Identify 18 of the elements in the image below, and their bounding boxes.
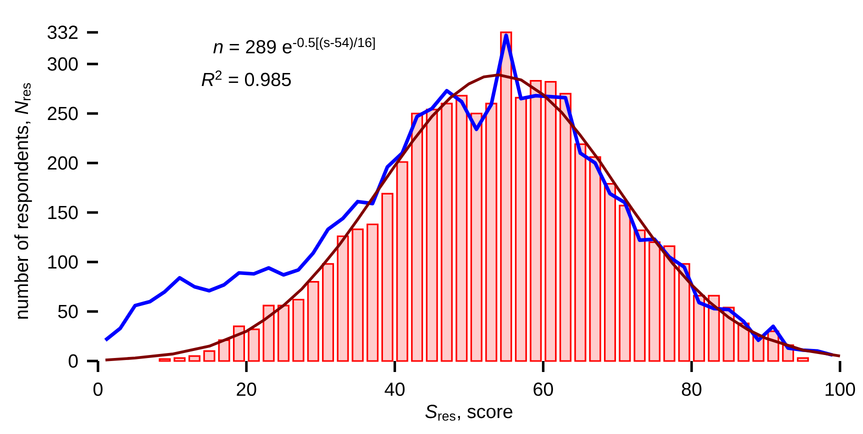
y-tick-label: 50 bbox=[58, 304, 78, 318]
x-tick-label: 80 bbox=[682, 382, 702, 396]
y-tick-label: 0 bbox=[68, 354, 78, 368]
annotation: R$^{2}$ = 0.985 bbox=[202, 70, 291, 86]
x-tick-label: 60 bbox=[534, 382, 553, 396]
x-tick-label: 100 bbox=[826, 382, 856, 396]
y-tick-label: 332 bbox=[48, 26, 78, 40]
y-axis-title: number of respondents, N$_{res}$ bbox=[14, 83, 32, 319]
x-tick-label: 20 bbox=[236, 382, 256, 396]
x-axis-title: S$_{res}$, score bbox=[425, 404, 512, 421]
x-tick-label: 40 bbox=[384, 382, 405, 396]
y-tick-label: 300 bbox=[48, 57, 78, 71]
x-tick-label: 0 bbox=[93, 382, 103, 396]
y-tick-label: 100 bbox=[48, 255, 78, 269]
y-tick-label: 200 bbox=[48, 156, 78, 170]
annotation: n = 289 e$^{-0.5[(s-54)/16]}$ bbox=[213, 37, 375, 54]
y-tick-label: 150 bbox=[48, 206, 78, 220]
y-tick-label: 250 bbox=[48, 106, 78, 120]
